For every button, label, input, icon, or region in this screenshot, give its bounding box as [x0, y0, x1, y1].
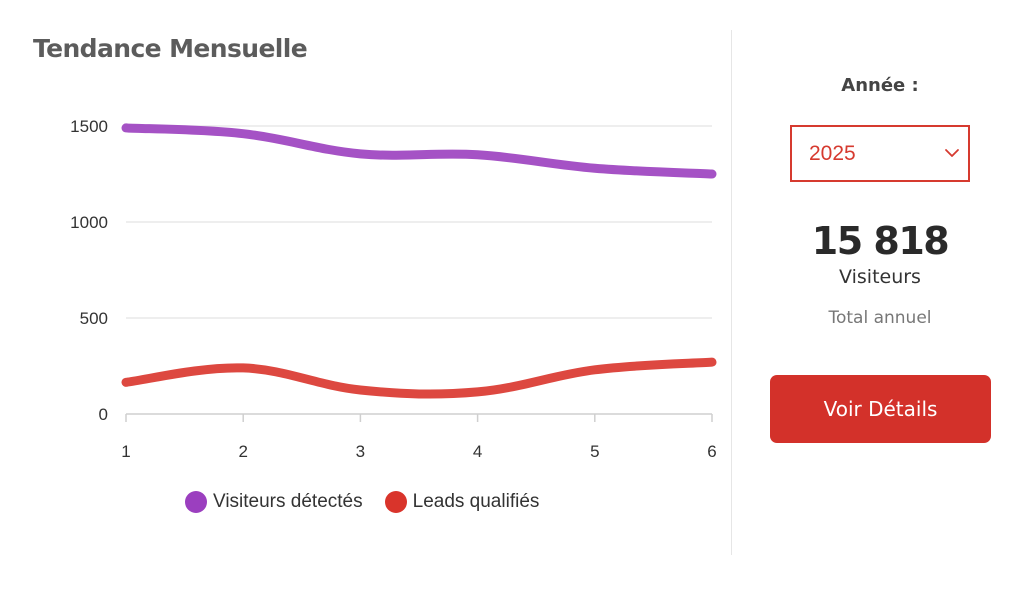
chart-legend: Visiteurs détectés Leads qualifiés	[185, 491, 561, 513]
view-details-button[interactable]: Voir Détails	[770, 375, 991, 443]
chart-axes: 0 500 1000 1500 1 2 3 4 5 6	[70, 117, 717, 461]
total-visitors-value: 15 818	[811, 219, 950, 263]
x-tick-label-4: 4	[473, 442, 482, 461]
x-tick-label-2: 2	[238, 442, 247, 461]
legend-item-visiteurs[interactable]: Visiteurs détectés	[185, 491, 363, 513]
legend-label-visiteurs: Visiteurs détectés	[213, 491, 363, 512]
x-tick-label-6: 6	[707, 442, 716, 461]
total-visitors-sublabel: Total annuel	[828, 308, 932, 328]
year-select-value: 2025	[809, 141, 856, 165]
x-tick-label-1: 1	[121, 442, 130, 461]
y-tick-label-0: 0	[99, 405, 108, 424]
legend-item-leads[interactable]: Leads qualifiés	[384, 491, 540, 513]
line-chart: 0 500 1000 1500 1 2 3 4 5 6	[70, 117, 717, 461]
legend-label-leads: Leads qualifiés	[412, 491, 540, 512]
y-tick-label-500: 500	[80, 309, 108, 328]
legend-dot-visiteurs	[185, 491, 207, 513]
chevron-down-icon	[945, 149, 959, 157]
y-tick-label-1000: 1000	[70, 213, 108, 232]
chart-grid	[126, 125, 712, 319]
legend-dot-leads	[384, 491, 407, 513]
x-tick-label-3: 3	[356, 442, 365, 461]
series-line-1	[121, 357, 717, 399]
year-select[interactable]: 2025	[790, 125, 970, 182]
chart-title: Tendance Mensuelle	[33, 34, 308, 63]
chart-series	[121, 123, 717, 399]
series-line-0	[121, 123, 717, 179]
total-visitors-label: Visiteurs	[839, 266, 921, 288]
panel-divider	[731, 30, 732, 555]
x-tick-label-5: 5	[590, 442, 599, 461]
y-tick-label-1500: 1500	[70, 117, 108, 136]
year-label: Année :	[841, 75, 919, 96]
